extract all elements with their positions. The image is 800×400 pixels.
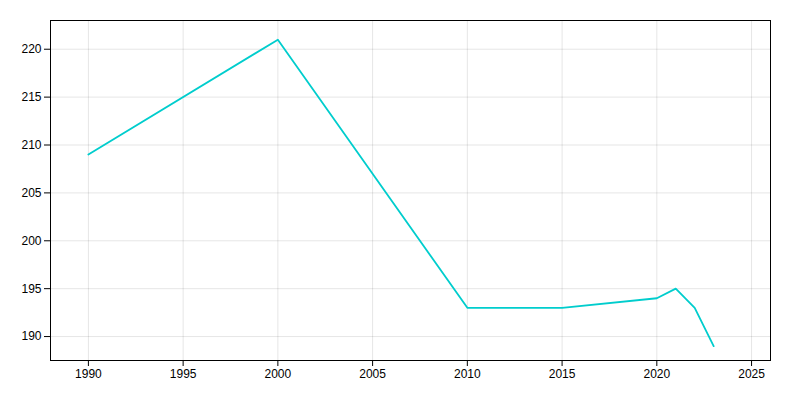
svg-text:2025: 2025	[738, 367, 765, 381]
svg-text:200: 200	[21, 234, 41, 248]
svg-text:2020: 2020	[643, 367, 670, 381]
svg-text:205: 205	[21, 186, 41, 200]
svg-text:2000: 2000	[265, 367, 292, 381]
svg-text:195: 195	[21, 282, 41, 296]
svg-text:2010: 2010	[454, 367, 481, 381]
svg-text:215: 215	[21, 90, 41, 104]
svg-text:210: 210	[21, 138, 41, 152]
svg-text:1990: 1990	[75, 367, 102, 381]
svg-text:190: 190	[21, 329, 41, 343]
svg-text:2005: 2005	[359, 367, 386, 381]
svg-text:220: 220	[21, 42, 41, 56]
svg-text:2015: 2015	[549, 367, 576, 381]
svg-text:1995: 1995	[170, 367, 197, 381]
